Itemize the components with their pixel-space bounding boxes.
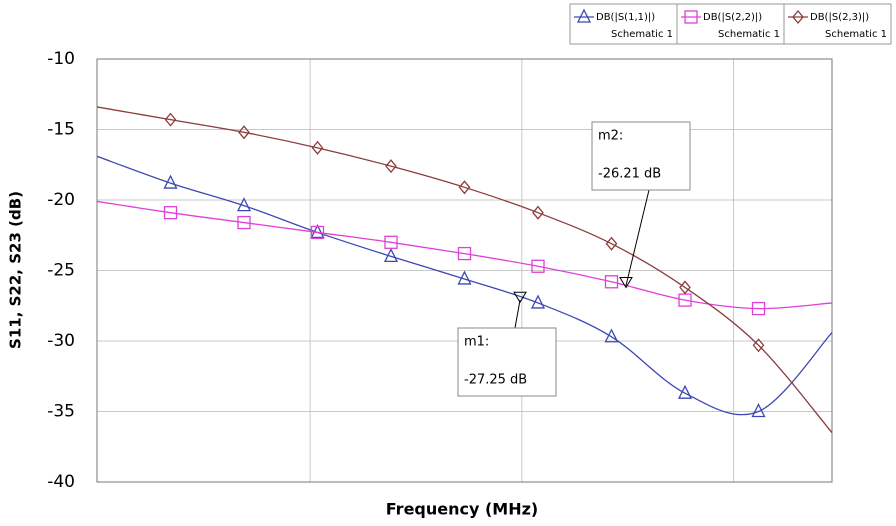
marker xyxy=(385,159,397,174)
y-tick-label: -15 xyxy=(47,120,75,140)
y-tick-label: -10 xyxy=(47,49,75,69)
marker xyxy=(530,294,546,309)
marker xyxy=(457,270,472,285)
legend-label: DB(|S(1,1)|) xyxy=(596,12,655,23)
legend-label: DB(|S(2,3)|) xyxy=(810,12,869,23)
annotation-label: -27.25 dB xyxy=(464,373,527,388)
annotation-leader xyxy=(514,300,521,329)
legend-source: Schematic 1 xyxy=(825,29,887,40)
legend-box xyxy=(783,3,892,45)
annotation-name: m1: xyxy=(464,335,489,350)
marker xyxy=(457,246,472,261)
marker xyxy=(752,338,765,353)
marker xyxy=(604,328,619,343)
y-tick-label: -30 xyxy=(47,331,75,351)
series-line xyxy=(97,106,832,434)
annotation-marker xyxy=(513,291,527,304)
legend-source: Schematic 1 xyxy=(718,29,780,40)
annotation-box xyxy=(591,121,691,191)
marker xyxy=(311,140,324,155)
annotation-name: m2: xyxy=(598,129,623,144)
marker xyxy=(163,206,178,220)
series xyxy=(97,106,832,434)
marker xyxy=(238,125,250,140)
y-tick-label: -20 xyxy=(47,190,75,210)
marker xyxy=(236,197,252,212)
legend-source: Schematic 1 xyxy=(611,29,673,40)
marker xyxy=(531,259,545,273)
annotation-box xyxy=(457,327,557,397)
plot-frame xyxy=(96,58,833,483)
marker xyxy=(684,10,698,24)
x-axis-label: Frequency (MHz) xyxy=(386,500,538,519)
series-line xyxy=(97,200,832,310)
marker xyxy=(751,403,766,418)
series-line xyxy=(97,155,832,416)
marker xyxy=(237,215,251,230)
marker xyxy=(576,8,592,23)
marker xyxy=(164,112,177,127)
marker xyxy=(605,236,618,251)
annotation-label: -26.21 dB xyxy=(598,167,661,182)
marker xyxy=(532,205,544,220)
marker xyxy=(310,225,325,240)
marker xyxy=(384,235,398,249)
y-tick-label: -35 xyxy=(47,402,75,422)
marker xyxy=(677,384,693,399)
marker xyxy=(383,247,399,263)
marker xyxy=(163,174,178,189)
series xyxy=(97,155,832,418)
y-axis-label: S11, S22, S23 (dB) xyxy=(7,191,25,349)
annotation-marker xyxy=(619,277,633,289)
annotation-leader xyxy=(625,189,650,286)
marker xyxy=(792,9,804,25)
marker xyxy=(679,280,691,295)
marker xyxy=(751,301,766,316)
y-tick-label: -25 xyxy=(47,261,75,281)
marker xyxy=(458,180,471,195)
series xyxy=(97,200,832,316)
legend-label: DB(|S(2,2)|) xyxy=(703,12,762,23)
marker xyxy=(604,275,619,289)
y-tick-label: -40 xyxy=(47,472,75,492)
